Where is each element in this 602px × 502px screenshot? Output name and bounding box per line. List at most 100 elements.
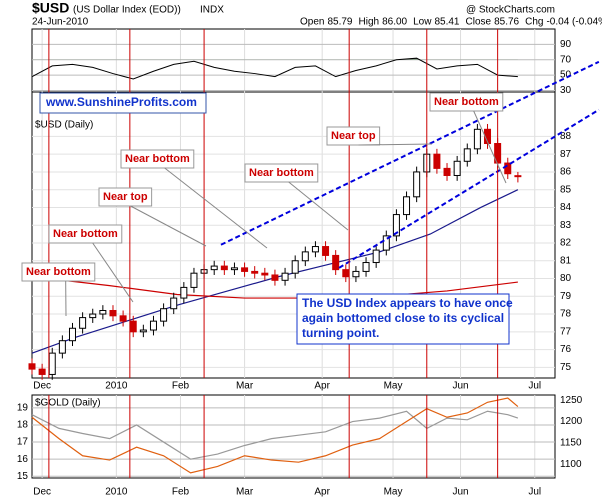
candle-body xyxy=(48,352,56,375)
comment-line: The USD Index appears to have once xyxy=(302,296,513,310)
candle-body xyxy=(392,214,400,237)
candle-body xyxy=(109,309,117,317)
candle-body xyxy=(99,309,107,315)
date: 24-Jun-2010 xyxy=(32,17,89,28)
candle-body xyxy=(251,270,259,274)
annotation-box xyxy=(429,92,504,112)
comment-line: again bottomed close to its cyclical xyxy=(302,311,504,325)
exchange: INDX xyxy=(200,5,224,16)
index-name: (US Dollar Index (EOD)) xyxy=(73,5,181,16)
candle-body xyxy=(453,160,461,176)
annotation-box xyxy=(98,187,153,207)
series-line xyxy=(31,397,519,474)
annotation-box xyxy=(120,149,195,169)
candle-body xyxy=(180,286,188,299)
x-tick-label: May xyxy=(384,381,403,392)
quote-label: Open xyxy=(300,17,324,28)
candle-body xyxy=(28,363,36,370)
annotation-box xyxy=(21,262,96,282)
y-tick-label: 79 xyxy=(560,291,572,302)
y-tick-label: 77 xyxy=(560,326,572,337)
candle-body xyxy=(484,128,492,145)
candle-body xyxy=(382,235,390,251)
candle-body xyxy=(170,297,178,310)
trend-line xyxy=(220,60,600,246)
annotation-text: Near bottom xyxy=(26,266,91,278)
candle-body xyxy=(301,251,309,262)
series-line xyxy=(31,410,519,460)
candle-body xyxy=(281,272,289,281)
y-tick-label: 85 xyxy=(560,184,572,195)
y-tick-label: 70 xyxy=(560,54,572,65)
panel-label: $GOLD (Daily) xyxy=(35,398,101,409)
candle-body xyxy=(89,313,97,319)
candle-body xyxy=(443,167,451,176)
comment-box xyxy=(296,293,510,345)
moving-average xyxy=(31,276,518,299)
comment-line: turning point. xyxy=(302,326,379,340)
candle-body xyxy=(119,315,127,322)
y2-tick-label: 1150 xyxy=(560,438,582,449)
watermark-box xyxy=(39,92,207,114)
candle-body xyxy=(68,327,76,342)
x-tick-label: 2010 xyxy=(105,487,128,498)
y-tick-label: 88 xyxy=(560,131,572,142)
x-tick-label: Apr xyxy=(314,487,330,498)
candle-body xyxy=(342,269,350,278)
source: @ StockCharts.com xyxy=(466,5,555,16)
y-tick-label: 82 xyxy=(560,238,572,249)
symbol: $USD xyxy=(32,0,69,16)
annotation-text: Near top xyxy=(103,191,148,203)
y-tick-label: 81 xyxy=(560,255,572,266)
x-tick-label: Mar xyxy=(236,381,254,392)
y-tick-label: 19 xyxy=(17,402,29,413)
candle-body xyxy=(241,267,249,272)
candle-body xyxy=(58,340,66,354)
y-tick-label: 86 xyxy=(560,167,572,178)
candle-body xyxy=(332,254,340,271)
candle-body xyxy=(261,272,269,276)
x-tick-label: Feb xyxy=(172,487,190,498)
y-tick-label: 15 xyxy=(17,471,29,482)
x-tick-label: Jul xyxy=(528,381,541,392)
candle-body xyxy=(322,246,330,256)
candle-body xyxy=(220,265,228,271)
y-tick-label: 18 xyxy=(17,420,29,431)
candle-body xyxy=(473,128,481,150)
candle-body xyxy=(291,260,299,274)
quote-label: Close xyxy=(466,17,492,28)
candle-body xyxy=(352,270,360,278)
x-tick-label: 2010 xyxy=(105,381,128,392)
annotation-pointer xyxy=(288,181,349,231)
annotation-pointer xyxy=(358,143,433,146)
quote-value: 85.41 xyxy=(434,17,459,28)
panel-label: $USD (Daily) xyxy=(35,120,93,131)
annotation-text: Near top xyxy=(331,130,376,142)
candle-body xyxy=(403,196,411,216)
annotation-text: Near bottom xyxy=(53,228,118,240)
candle-body xyxy=(129,320,137,333)
annotation-pointer xyxy=(164,167,268,249)
quote-label: Chg xyxy=(525,17,543,28)
annotation-pointer xyxy=(130,205,207,247)
panel xyxy=(31,28,556,93)
candle-body xyxy=(311,246,319,253)
candle-body xyxy=(190,272,198,288)
trend-line xyxy=(338,108,600,269)
annotation-text: Near bottom xyxy=(125,153,190,165)
annotation-text: Near bottom xyxy=(434,96,499,108)
watermark: www.SunshineProfits.com xyxy=(45,95,197,109)
quote-value: 85.79 xyxy=(327,17,352,28)
y2-tick-label: 1100 xyxy=(560,459,582,470)
candle-body xyxy=(38,368,46,375)
annotation-box xyxy=(244,163,319,183)
annotation-text: Near bottom xyxy=(249,167,314,179)
quote-value: -0.04 (-0.04%) xyxy=(546,17,602,28)
candle-body xyxy=(413,171,421,198)
y-tick-label: 83 xyxy=(560,220,572,231)
annotation-pointer xyxy=(92,242,134,303)
candle-body xyxy=(514,175,522,178)
candle-body xyxy=(433,153,441,169)
y-tick-label: 30 xyxy=(560,85,572,96)
